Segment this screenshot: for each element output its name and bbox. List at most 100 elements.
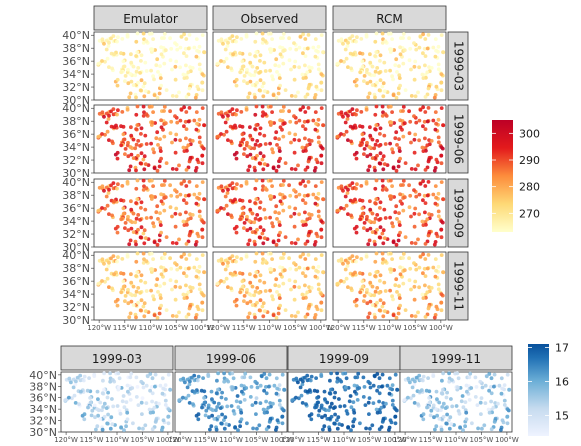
station-point: [127, 315, 132, 320]
x-tick-label: 100°W: [156, 436, 180, 444]
station-point: [434, 48, 438, 53]
station-point: [412, 137, 417, 142]
station-point: [200, 308, 205, 313]
station-point: [258, 273, 263, 278]
station-point: [133, 165, 138, 170]
station-point: [351, 52, 355, 57]
station-point: [154, 210, 159, 215]
station-point: [178, 285, 183, 290]
station-point: [370, 303, 375, 307]
station-point: [252, 146, 257, 151]
station-point: [162, 179, 167, 183]
station-point: [277, 146, 282, 151]
station-point: [234, 186, 238, 191]
station-point: [179, 182, 184, 186]
station-point: [166, 372, 171, 377]
station-point: [142, 301, 147, 306]
station-point: [110, 66, 114, 71]
station-point: [346, 40, 350, 45]
station-point: [448, 415, 453, 420]
station-point: [303, 136, 307, 141]
station-point: [115, 39, 119, 44]
station-point: [255, 139, 260, 143]
station-point: [274, 277, 279, 282]
station-point: [362, 74, 367, 78]
station-point: [475, 403, 480, 407]
station-point: [365, 67, 369, 72]
station-point: [271, 401, 275, 406]
station-point: [67, 376, 72, 381]
station-point: [354, 186, 358, 191]
station-point: [181, 292, 186, 297]
station-point: [258, 279, 262, 283]
station-point: [240, 389, 244, 394]
station-point: [336, 415, 341, 420]
station-point: [254, 251, 259, 256]
station-point: [251, 426, 256, 431]
station-point: [486, 407, 491, 412]
y-tick-label: 30°N: [62, 167, 90, 180]
station-point: [436, 135, 441, 140]
station-point: [96, 397, 100, 401]
station-point: [289, 287, 293, 292]
station-point: [102, 261, 106, 266]
station-point: [248, 272, 252, 277]
station-point: [348, 183, 352, 188]
station-point: [491, 405, 496, 410]
station-point: [319, 308, 324, 313]
station-point: [234, 39, 238, 44]
station-point: [105, 56, 110, 61]
station-point: [277, 73, 282, 78]
station-point: [412, 77, 417, 82]
station-point: [370, 137, 375, 142]
station-point: [345, 117, 350, 121]
station-point: [342, 59, 346, 64]
station-point: [222, 279, 226, 284]
station-point: [184, 127, 189, 131]
station-point: [115, 156, 120, 161]
station-point: [255, 385, 260, 390]
station-point: [229, 213, 234, 218]
station-point: [234, 399, 239, 404]
station-point: [143, 309, 148, 313]
station-point: [258, 225, 263, 230]
station-point: [134, 54, 139, 58]
station-point: [288, 266, 293, 271]
station-point: [378, 225, 383, 230]
station-point: [181, 376, 186, 381]
station-point: [219, 59, 223, 63]
station-point: [378, 78, 383, 83]
station-point: [389, 267, 394, 272]
station-point: [184, 37, 189, 41]
y-tick-label: 40°N: [29, 369, 57, 382]
station-point: [374, 197, 379, 202]
panel-strip: [60, 345, 174, 371]
station-point: [373, 112, 378, 117]
station-point: [129, 133, 134, 138]
station-point: [269, 194, 274, 199]
station-point: [135, 385, 140, 389]
station-point: [200, 33, 205, 37]
station-point: [112, 272, 116, 277]
station-point: [339, 279, 343, 283]
station-point: [377, 71, 381, 75]
station-point: [144, 112, 149, 116]
station-point: [148, 388, 153, 393]
station-point: [401, 109, 405, 113]
station-point: [121, 137, 126, 142]
station-point: [138, 291, 143, 295]
x-tick-label: 105°W: [245, 436, 269, 444]
station-point: [431, 403, 436, 408]
station-point: [111, 404, 116, 409]
station-point: [303, 127, 308, 131]
station-point: [413, 59, 418, 64]
station-point: [302, 46, 307, 51]
station-point: [104, 120, 109, 125]
station-point: [342, 404, 347, 408]
station-point: [100, 110, 105, 115]
station-point: [402, 121, 407, 126]
station-point: [148, 410, 153, 415]
map-panel: [332, 104, 447, 174]
station-point: [289, 140, 293, 145]
station-point: [319, 292, 324, 296]
